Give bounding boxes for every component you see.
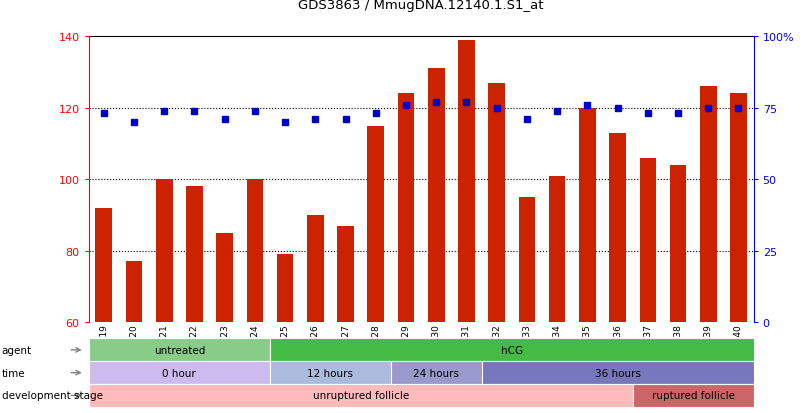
Bar: [337, 226, 354, 322]
Bar: [276, 254, 293, 322]
Bar: [579, 108, 596, 322]
Bar: [639, 158, 656, 322]
Text: 36 hours: 36 hours: [595, 368, 641, 378]
Bar: [609, 133, 626, 322]
Text: 24 hours: 24 hours: [413, 368, 459, 378]
Bar: [458, 41, 475, 322]
Bar: [670, 165, 687, 322]
Bar: [549, 176, 566, 322]
Bar: [307, 215, 324, 322]
Text: ruptured follicle: ruptured follicle: [652, 390, 734, 401]
Text: 12 hours: 12 hours: [307, 368, 354, 378]
Bar: [126, 261, 143, 322]
Text: untreated: untreated: [154, 345, 205, 355]
Bar: [428, 69, 445, 322]
Bar: [216, 233, 233, 322]
Bar: [488, 83, 505, 322]
Bar: [730, 94, 747, 322]
Bar: [186, 187, 203, 322]
Bar: [95, 208, 112, 322]
Bar: [247, 180, 264, 322]
Bar: [518, 197, 535, 322]
Bar: [156, 180, 172, 322]
Text: development stage: development stage: [2, 390, 102, 401]
Text: GDS3863 / MmugDNA.12140.1.S1_at: GDS3863 / MmugDNA.12140.1.S1_at: [298, 0, 544, 12]
Text: 0 hour: 0 hour: [163, 368, 196, 378]
Bar: [368, 126, 384, 322]
Text: unruptured follicle: unruptured follicle: [313, 390, 409, 401]
Bar: [397, 94, 414, 322]
Text: time: time: [2, 368, 25, 378]
Text: agent: agent: [2, 345, 31, 355]
Text: hCG: hCG: [501, 345, 523, 355]
Bar: [700, 87, 717, 322]
